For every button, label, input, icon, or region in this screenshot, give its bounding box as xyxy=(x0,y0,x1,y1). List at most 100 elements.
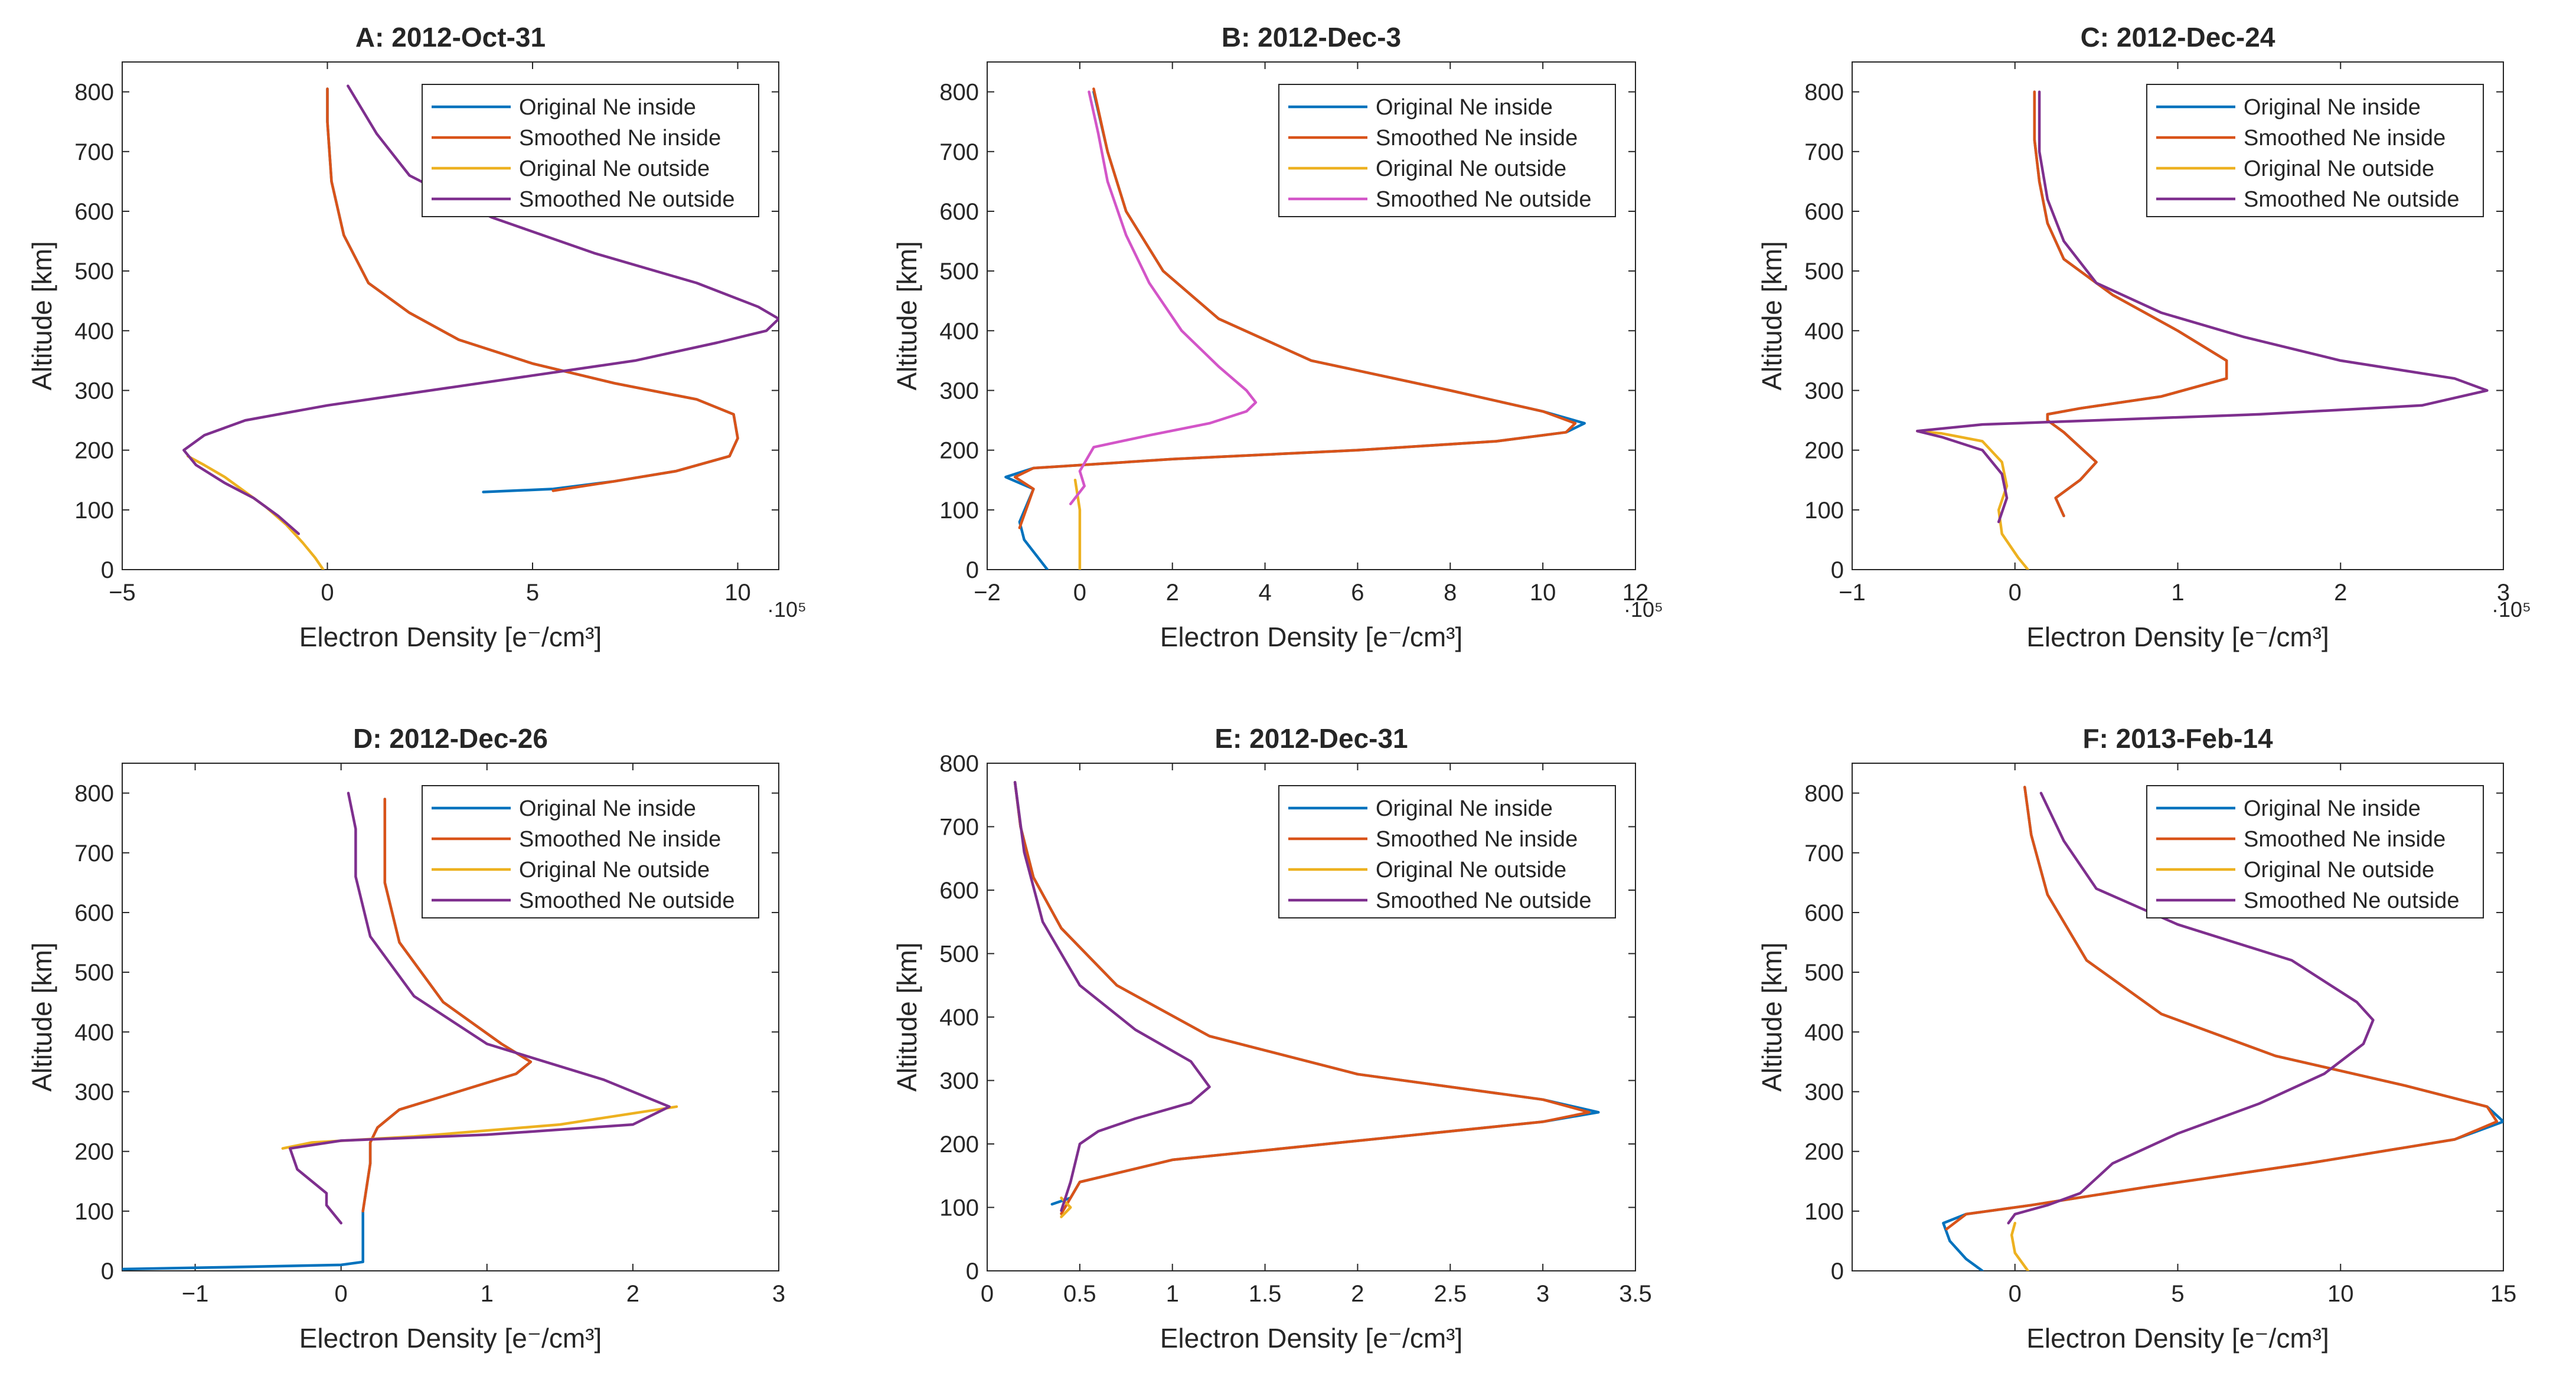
legend: Original Ne inside Smoothed Ne inside Orig… xyxy=(422,84,759,217)
x-tick-label: 2 xyxy=(626,1281,639,1307)
y-tick-label: 300 xyxy=(1804,1079,1844,1105)
legend-label: Original Ne outside xyxy=(2244,858,2434,882)
x-axis-label: Electron Density [e⁻/cm³] xyxy=(2026,1323,2329,1354)
y-tick-label: 0 xyxy=(101,557,114,583)
x-tick-label: 0 xyxy=(1073,580,1086,606)
panel-title: A: 2012-Oct-31 xyxy=(355,22,546,53)
legend-label: Smoothed Ne inside xyxy=(519,126,721,151)
x-tick-label: −1 xyxy=(1839,580,1866,606)
x-tick-label: 0.5 xyxy=(1063,1281,1096,1307)
series-smoothed-ne-outside-b xyxy=(1069,90,1258,505)
panel-title: E: 2012-Dec-31 xyxy=(1214,723,1408,754)
legend-label: Smoothed Ne inside xyxy=(2244,126,2446,151)
series-group xyxy=(1916,90,2489,570)
y-tick-label: 300 xyxy=(74,378,114,404)
series-original-ne-outside xyxy=(2010,1221,2030,1271)
panel-title: F: 2013-Feb-14 xyxy=(2082,723,2273,754)
legend: Original Ne inside Smoothed Ne inside Orig… xyxy=(422,785,759,918)
series-smoothed-ne-outside xyxy=(182,84,779,535)
y-tick-label: 0 xyxy=(1831,1258,1844,1284)
legend-label: Original Ne inside xyxy=(2244,796,2421,821)
legend-label: Smoothed Ne outside xyxy=(2244,187,2459,212)
x-tick-label: 0 xyxy=(981,1281,994,1307)
legend-label: Smoothed Ne outside xyxy=(1376,187,1591,212)
y-tick-label: 700 xyxy=(939,815,979,841)
y-tick-label: 500 xyxy=(74,259,114,285)
legend: Original Ne inside Smoothed Ne inside Orig… xyxy=(1278,785,1616,918)
y-axis-label: Altitude [km] xyxy=(1756,241,1787,390)
legend-label: Smoothed Ne outside xyxy=(2244,888,2459,913)
y-tick-label: 700 xyxy=(939,139,979,165)
y-tick-label: 200 xyxy=(939,438,979,464)
x-exponent-label: ·10⁵ xyxy=(2492,597,2531,622)
y-tick-label: 400 xyxy=(1804,318,1844,344)
y-tick-label: 500 xyxy=(1804,960,1844,986)
y-tick-label: 100 xyxy=(939,1195,979,1221)
series-smoothed-ne-outside xyxy=(1916,90,2489,524)
y-tick-label: 500 xyxy=(939,941,979,967)
legend-label: Smoothed Ne outside xyxy=(519,187,734,212)
y-tick-label: 300 xyxy=(74,1079,114,1105)
y-tick-label: 800 xyxy=(1804,781,1844,807)
legend: Original Ne inside Smoothed Ne inside Orig… xyxy=(1278,84,1616,217)
x-tick-label: 10 xyxy=(1530,580,1556,606)
x-tick-label: 2.5 xyxy=(1434,1281,1467,1307)
legend-label: Original Ne inside xyxy=(1376,796,1553,821)
series-smoothed-ne-inside xyxy=(326,87,739,492)
x-tick-label: 3 xyxy=(772,1281,785,1307)
panel-d: −1 0 1 2 3 0 100 200 300 400 500 600 700 800 D: 2012-D… xyxy=(27,723,785,1354)
y-tick-label: 300 xyxy=(939,378,979,404)
series-smoothed-ne-outside xyxy=(2007,792,2375,1225)
legend-label: Smoothed Ne inside xyxy=(519,827,721,852)
y-axis-label: Altitude [km] xyxy=(892,241,922,390)
x-tick-label: 8 xyxy=(1444,580,1457,606)
y-tick-label: 700 xyxy=(1804,139,1844,165)
x-tick-label: 0 xyxy=(2009,580,2022,606)
series-smoothed-ne-inside xyxy=(1945,786,2499,1231)
y-tick-label: 0 xyxy=(966,1258,979,1284)
y-axis-label: Altitude [km] xyxy=(27,942,57,1091)
y-tick-label: 600 xyxy=(74,900,114,926)
panel-title: D: 2012-Dec-26 xyxy=(353,723,548,754)
series-group xyxy=(1004,87,1586,570)
x-tick-label: 10 xyxy=(724,580,751,606)
x-tick-label: −1 xyxy=(182,1281,209,1307)
y-tick-label: 400 xyxy=(74,318,114,344)
series-group xyxy=(1013,781,1600,1218)
y-tick-label: 400 xyxy=(74,1019,114,1045)
x-axis-label: Electron Density [e⁻/cm³] xyxy=(1160,1323,1463,1354)
y-tick-label: 300 xyxy=(1804,378,1844,404)
y-tick-label: 600 xyxy=(939,878,979,904)
x-tick-label: −5 xyxy=(109,580,136,606)
y-tick-label: 0 xyxy=(101,1258,114,1284)
y-tick-label: 800 xyxy=(74,80,114,106)
x-tick-label: 0 xyxy=(2009,1281,2022,1307)
y-axis-label: Altitude [km] xyxy=(27,241,57,390)
x-tick-label: 3 xyxy=(2497,580,2510,606)
y-tick-label: 600 xyxy=(74,199,114,225)
y-axis-label: Altitude [km] xyxy=(1756,942,1787,1091)
legend: Original Ne inside Smoothed Ne inside Orig… xyxy=(2146,785,2484,918)
x-tick-label: 0 xyxy=(335,1281,348,1307)
y-tick-label: 800 xyxy=(939,751,979,777)
y-tick-label: 0 xyxy=(966,557,979,583)
x-axis-label: Electron Density [e⁻/cm³] xyxy=(1160,622,1463,652)
x-tick-label: 15 xyxy=(2490,1281,2517,1307)
x-tick-label: 2 xyxy=(2334,580,2347,606)
y-tick-label: 600 xyxy=(939,199,979,225)
y-tick-label: 800 xyxy=(939,80,979,106)
y-tick-label: 800 xyxy=(74,781,114,807)
y-tick-label: 400 xyxy=(1804,1019,1844,1045)
y-tick-label: 800 xyxy=(1804,80,1844,106)
y-axis-label: Altitude [km] xyxy=(892,942,922,1091)
legend-label: Original Ne inside xyxy=(1376,95,1553,120)
x-tick-label: 10 xyxy=(2327,1281,2354,1307)
y-tick-label: 500 xyxy=(1804,259,1844,285)
y-tick-label: 0 xyxy=(1831,557,1844,583)
legend-label: Original Ne outside xyxy=(2244,156,2434,181)
legend-label: Original Ne inside xyxy=(519,796,696,821)
series-smoothed-ne-inside xyxy=(2033,90,2228,518)
